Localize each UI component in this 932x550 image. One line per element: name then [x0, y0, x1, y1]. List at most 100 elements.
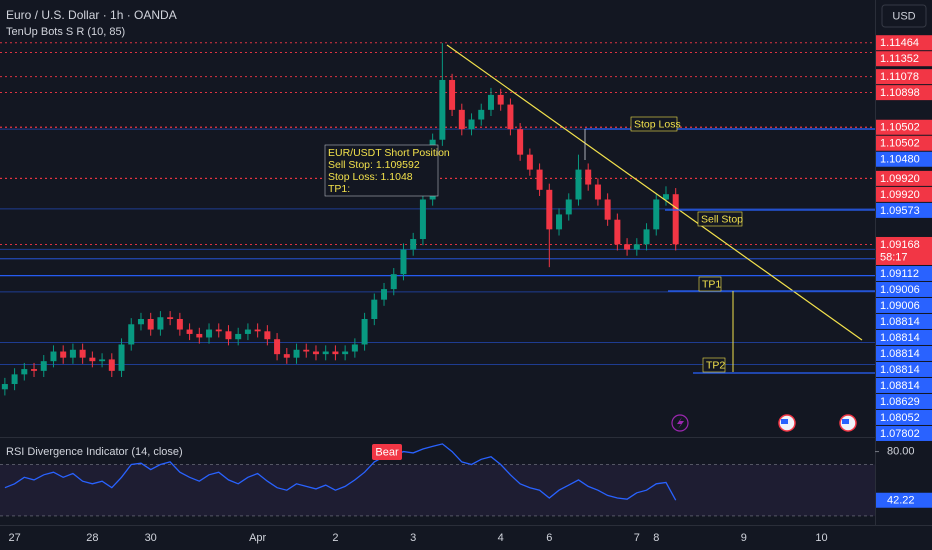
candle-body: [196, 333, 203, 338]
candle-body: [624, 244, 631, 250]
candle-body: [458, 109, 465, 130]
price-label-bg: [876, 297, 932, 313]
candle-body: [604, 199, 611, 220]
candle-body: [322, 351, 329, 355]
x-tick-label: 6: [546, 532, 552, 544]
price-label-bg: [876, 361, 932, 377]
candle-body: [594, 184, 601, 200]
price-label: 1.11078: [880, 71, 919, 83]
price-label-bg: [876, 69, 932, 85]
sell-stop-label: Sell Stop: [701, 213, 743, 225]
price-label: 1.10502: [880, 122, 920, 134]
candle-body: [633, 244, 640, 250]
candle-body: [303, 349, 310, 352]
countdown-label: 58:17: [880, 251, 908, 263]
chart-title: Euro / U.S. Dollar · 1h · OANDA: [6, 8, 177, 22]
candle-body: [556, 214, 563, 230]
x-tick-label: 9: [741, 532, 747, 544]
candle-body: [167, 317, 174, 319]
candle-body: [186, 329, 193, 334]
price-label-bg: [876, 409, 932, 425]
candle-body: [108, 359, 115, 371]
candle-body: [361, 319, 368, 345]
candle-body: [390, 274, 397, 290]
tp2-box: [702, 357, 726, 373]
price-label: 1.08814: [880, 364, 920, 376]
price-label: 1.09006: [880, 284, 920, 296]
price-label: 1.09920: [880, 173, 920, 185]
candle-body: [585, 169, 592, 185]
candle-body: [653, 199, 660, 230]
currency-label[interactable]: USD: [892, 10, 915, 22]
rsi-line: [4, 443, 677, 501]
rsi-tick-label: 80.00: [887, 445, 915, 457]
price-label: 1.10502: [880, 138, 920, 150]
x-tick-label: Apr: [249, 532, 266, 544]
price-label: 1.08814: [880, 348, 920, 360]
price-label: 1.11464: [880, 37, 919, 49]
candle-body: [400, 249, 407, 275]
note-line: TP1:: [328, 183, 350, 195]
tp1-label: TP1: [702, 278, 721, 290]
candle-body: [439, 79, 446, 140]
candle-body: [215, 329, 222, 332]
price-label-bg: [876, 377, 932, 393]
candle-body: [487, 94, 494, 110]
x-tick-label: 30: [145, 532, 157, 544]
flag-canton: [842, 419, 849, 424]
currency-button[interactable]: [881, 4, 927, 28]
candle-body: [351, 344, 358, 352]
candle-body: [50, 351, 57, 362]
candle-body: [137, 319, 144, 325]
candle-body: [79, 349, 86, 358]
candle-body: [497, 94, 504, 105]
rsi-value-bg: [876, 492, 932, 508]
price-label: 1.09168: [880, 239, 920, 251]
x-tick-label: 4: [498, 532, 504, 544]
price-label-bg: [876, 329, 932, 345]
price-label: 1.08814: [880, 316, 920, 328]
price-label: 1.08814: [880, 332, 920, 344]
stop-loss-box: [630, 116, 678, 132]
candle-body: [254, 329, 261, 332]
candle-body: [235, 333, 242, 340]
price-label: 1.09006: [880, 300, 920, 312]
candle-body: [89, 357, 96, 362]
levels: 1.11464 1.11352 1.11078 1.10898 1.10502 1.105…: [0, 35, 932, 441]
candle-body: [11, 374, 18, 385]
rsi-value-label: 42.22: [887, 495, 915, 507]
tp2-label: TP2: [706, 359, 725, 371]
x-tick-label: 10: [815, 532, 827, 544]
price-label-bg: [876, 202, 932, 218]
candle-body: [507, 104, 514, 130]
event-icon-glyph: [677, 417, 684, 429]
bear-badge: [372, 444, 402, 460]
candles: [1, 43, 679, 396]
candle-body: [312, 351, 319, 355]
note-line: EUR/USDT Short Position: [328, 147, 450, 159]
drawings: Stop Loss Sell Stop TP1 TP2 EUR/USDT Sho…: [324, 44, 875, 460]
candle-body: [69, 349, 76, 358]
candle-body: [128, 324, 135, 345]
price-label-bg: [876, 51, 932, 67]
note-line: Stop Loss: 1.1048: [328, 171, 413, 183]
candle-body: [517, 129, 524, 155]
bear-label: Bear: [375, 446, 399, 458]
price-label-bg: [876, 313, 932, 329]
price-label-bg: [876, 85, 932, 101]
rsi-title: RSI Divergence Indicator (14, close): [6, 446, 183, 458]
candle-body: [371, 299, 378, 319]
rsi-pane: 80.00 42.22: [0, 443, 932, 517]
candle-body: [526, 154, 533, 170]
candle-body: [40, 361, 47, 371]
candle-body: [176, 319, 183, 330]
price-label: 1.07802: [880, 428, 920, 440]
candle-body: [672, 194, 679, 245]
candle-body: [1, 384, 8, 390]
note-box: [324, 144, 439, 197]
tp1-box: [698, 276, 722, 292]
flag-canton: [781, 419, 788, 424]
price-label-bg: [876, 281, 932, 297]
price-label-bg: [876, 119, 932, 135]
